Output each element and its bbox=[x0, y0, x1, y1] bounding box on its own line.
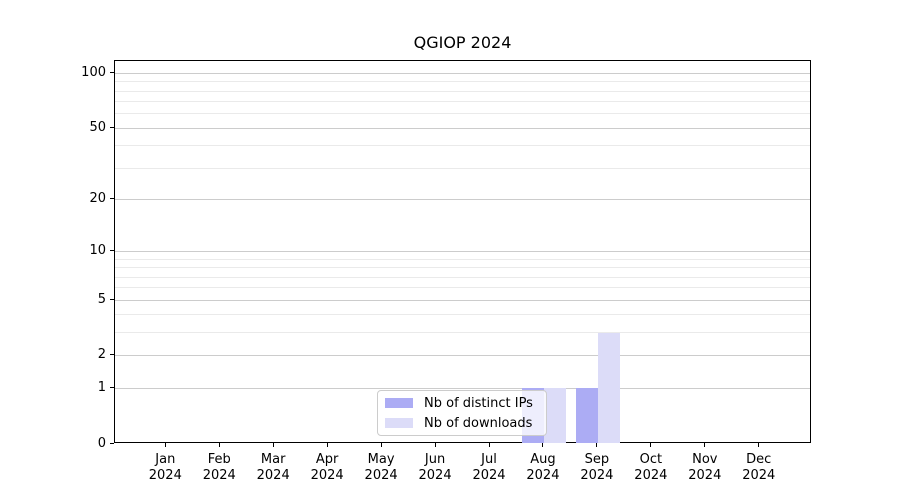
x-tick-label: Nov 2024 bbox=[677, 452, 733, 484]
x-tick-mark bbox=[326, 443, 328, 447]
major-gridline bbox=[115, 299, 810, 301]
x-tick-month: Feb bbox=[207, 452, 231, 467]
x-tick-year: 2024 bbox=[364, 468, 398, 483]
y-tick-mark bbox=[110, 354, 114, 356]
x-tick-mark bbox=[272, 443, 274, 447]
x-tick-month: Sep bbox=[584, 452, 610, 467]
x-tick-month: Dec bbox=[746, 452, 772, 467]
x-tick-label: Jun 2024 bbox=[407, 452, 463, 484]
y-tick-label: 20 bbox=[89, 191, 106, 207]
y-tick-mark bbox=[110, 298, 114, 300]
x-tick-label: Dec 2024 bbox=[731, 452, 787, 484]
y-tick-label: 50 bbox=[89, 119, 106, 135]
y-tick-mark bbox=[110, 126, 114, 128]
minor-gridline bbox=[115, 332, 810, 334]
x-tick-label: Sep 2024 bbox=[569, 452, 625, 484]
legend-swatch-distinct-ips bbox=[385, 398, 413, 408]
x-tick-year: 2024 bbox=[256, 468, 290, 483]
x-tick-year: 2024 bbox=[418, 468, 452, 483]
bar-downloads-sep-2024 bbox=[597, 332, 620, 443]
x-tick-year: 2024 bbox=[688, 468, 722, 483]
major-gridline bbox=[115, 387, 810, 389]
x-tick-month: Jun bbox=[424, 452, 446, 467]
x-tick-month: Oct bbox=[639, 452, 663, 467]
y-tick-mark bbox=[110, 71, 114, 73]
minor-gridline bbox=[115, 267, 810, 269]
y-tick-label: 10 bbox=[89, 242, 106, 258]
x-tick-month: Mar bbox=[260, 452, 286, 467]
x-tick-mark bbox=[758, 443, 760, 447]
minor-gridline bbox=[115, 314, 810, 316]
x-tick-year: 2024 bbox=[202, 468, 236, 483]
x-tick-year: 2024 bbox=[148, 468, 182, 483]
minor-gridline bbox=[115, 287, 810, 289]
x-tick-mark bbox=[434, 443, 436, 447]
minor-gridline bbox=[115, 258, 810, 260]
x-tick-label: Aug 2024 bbox=[515, 452, 571, 484]
y-tick-label: 5 bbox=[97, 291, 106, 307]
major-gridline bbox=[115, 72, 810, 74]
legend-item-downloads: Nb of downloads bbox=[385, 416, 546, 431]
x-tick-label: Oct 2024 bbox=[623, 452, 679, 484]
major-gridline bbox=[115, 355, 810, 357]
x-tick-mark bbox=[650, 443, 652, 447]
bar-distinct-ips-sep-2024 bbox=[575, 388, 598, 443]
x-tick-month: Aug bbox=[530, 452, 556, 467]
legend-swatch-downloads bbox=[385, 418, 413, 428]
minor-gridline bbox=[115, 113, 810, 115]
x-tick-year: 2024 bbox=[580, 468, 614, 483]
legend-label-distinct-ips: Nb of distinct IPs bbox=[424, 395, 533, 411]
x-tick-label: Mar 2024 bbox=[245, 452, 301, 484]
x-tick-year: 2024 bbox=[634, 468, 668, 483]
y-tick-mark bbox=[110, 386, 114, 388]
x-tick-year: 2024 bbox=[472, 468, 506, 483]
minor-gridline bbox=[115, 90, 810, 92]
y-tick-label: 0 bbox=[97, 435, 106, 451]
x-tick-label: May 2024 bbox=[353, 452, 409, 484]
x-tick-month: Jan bbox=[155, 452, 176, 467]
y-tick-mark bbox=[110, 198, 114, 200]
legend-item-distinct-ips: Nb of distinct IPs bbox=[385, 396, 546, 411]
minor-gridline bbox=[115, 101, 810, 103]
plot-area bbox=[114, 60, 811, 443]
chart-title: QGIOP 2024 bbox=[413, 33, 512, 52]
major-gridline bbox=[115, 250, 810, 252]
x-tick-mark bbox=[542, 443, 544, 447]
x-tick-label: Jan 2024 bbox=[137, 452, 193, 484]
x-tick-month: May bbox=[367, 452, 395, 467]
y-tick-mark bbox=[110, 442, 114, 444]
x-tick-year: 2024 bbox=[526, 468, 560, 483]
x-tick-label: Apr 2024 bbox=[299, 452, 355, 484]
y-tick-mark bbox=[110, 249, 114, 251]
y-tick-label: 1 bbox=[97, 379, 106, 395]
y-tick-label: 2 bbox=[97, 347, 106, 363]
x-tick-label: Jul 2024 bbox=[461, 452, 517, 484]
x-tick-mark bbox=[380, 443, 382, 447]
legend: Nb of distinct IPs Nb of downloads bbox=[377, 390, 547, 436]
x-tick-year: 2024 bbox=[310, 468, 344, 483]
x-tick-mark bbox=[488, 443, 490, 447]
x-tick-mark bbox=[218, 443, 220, 447]
minor-gridline bbox=[115, 276, 810, 278]
minor-gridline bbox=[115, 81, 810, 83]
x-tick-month: Jul bbox=[481, 452, 497, 467]
x-tick-mark bbox=[596, 443, 598, 447]
y-tick-label: 100 bbox=[81, 64, 106, 80]
major-gridline bbox=[115, 199, 810, 201]
x-tick-year: 2024 bbox=[742, 468, 776, 483]
major-gridline bbox=[115, 127, 810, 129]
x-tick-month: Nov bbox=[692, 452, 718, 467]
legend-label-downloads: Nb of downloads bbox=[424, 415, 533, 431]
minor-gridline bbox=[115, 167, 810, 169]
x-tick-label: Feb 2024 bbox=[191, 452, 247, 484]
x-tick-mark bbox=[704, 443, 706, 447]
x-tick-mark bbox=[164, 443, 166, 447]
minor-gridline bbox=[115, 145, 810, 147]
x-tick-month: Apr bbox=[315, 452, 339, 467]
bar-downloads-aug-2024 bbox=[543, 388, 566, 443]
